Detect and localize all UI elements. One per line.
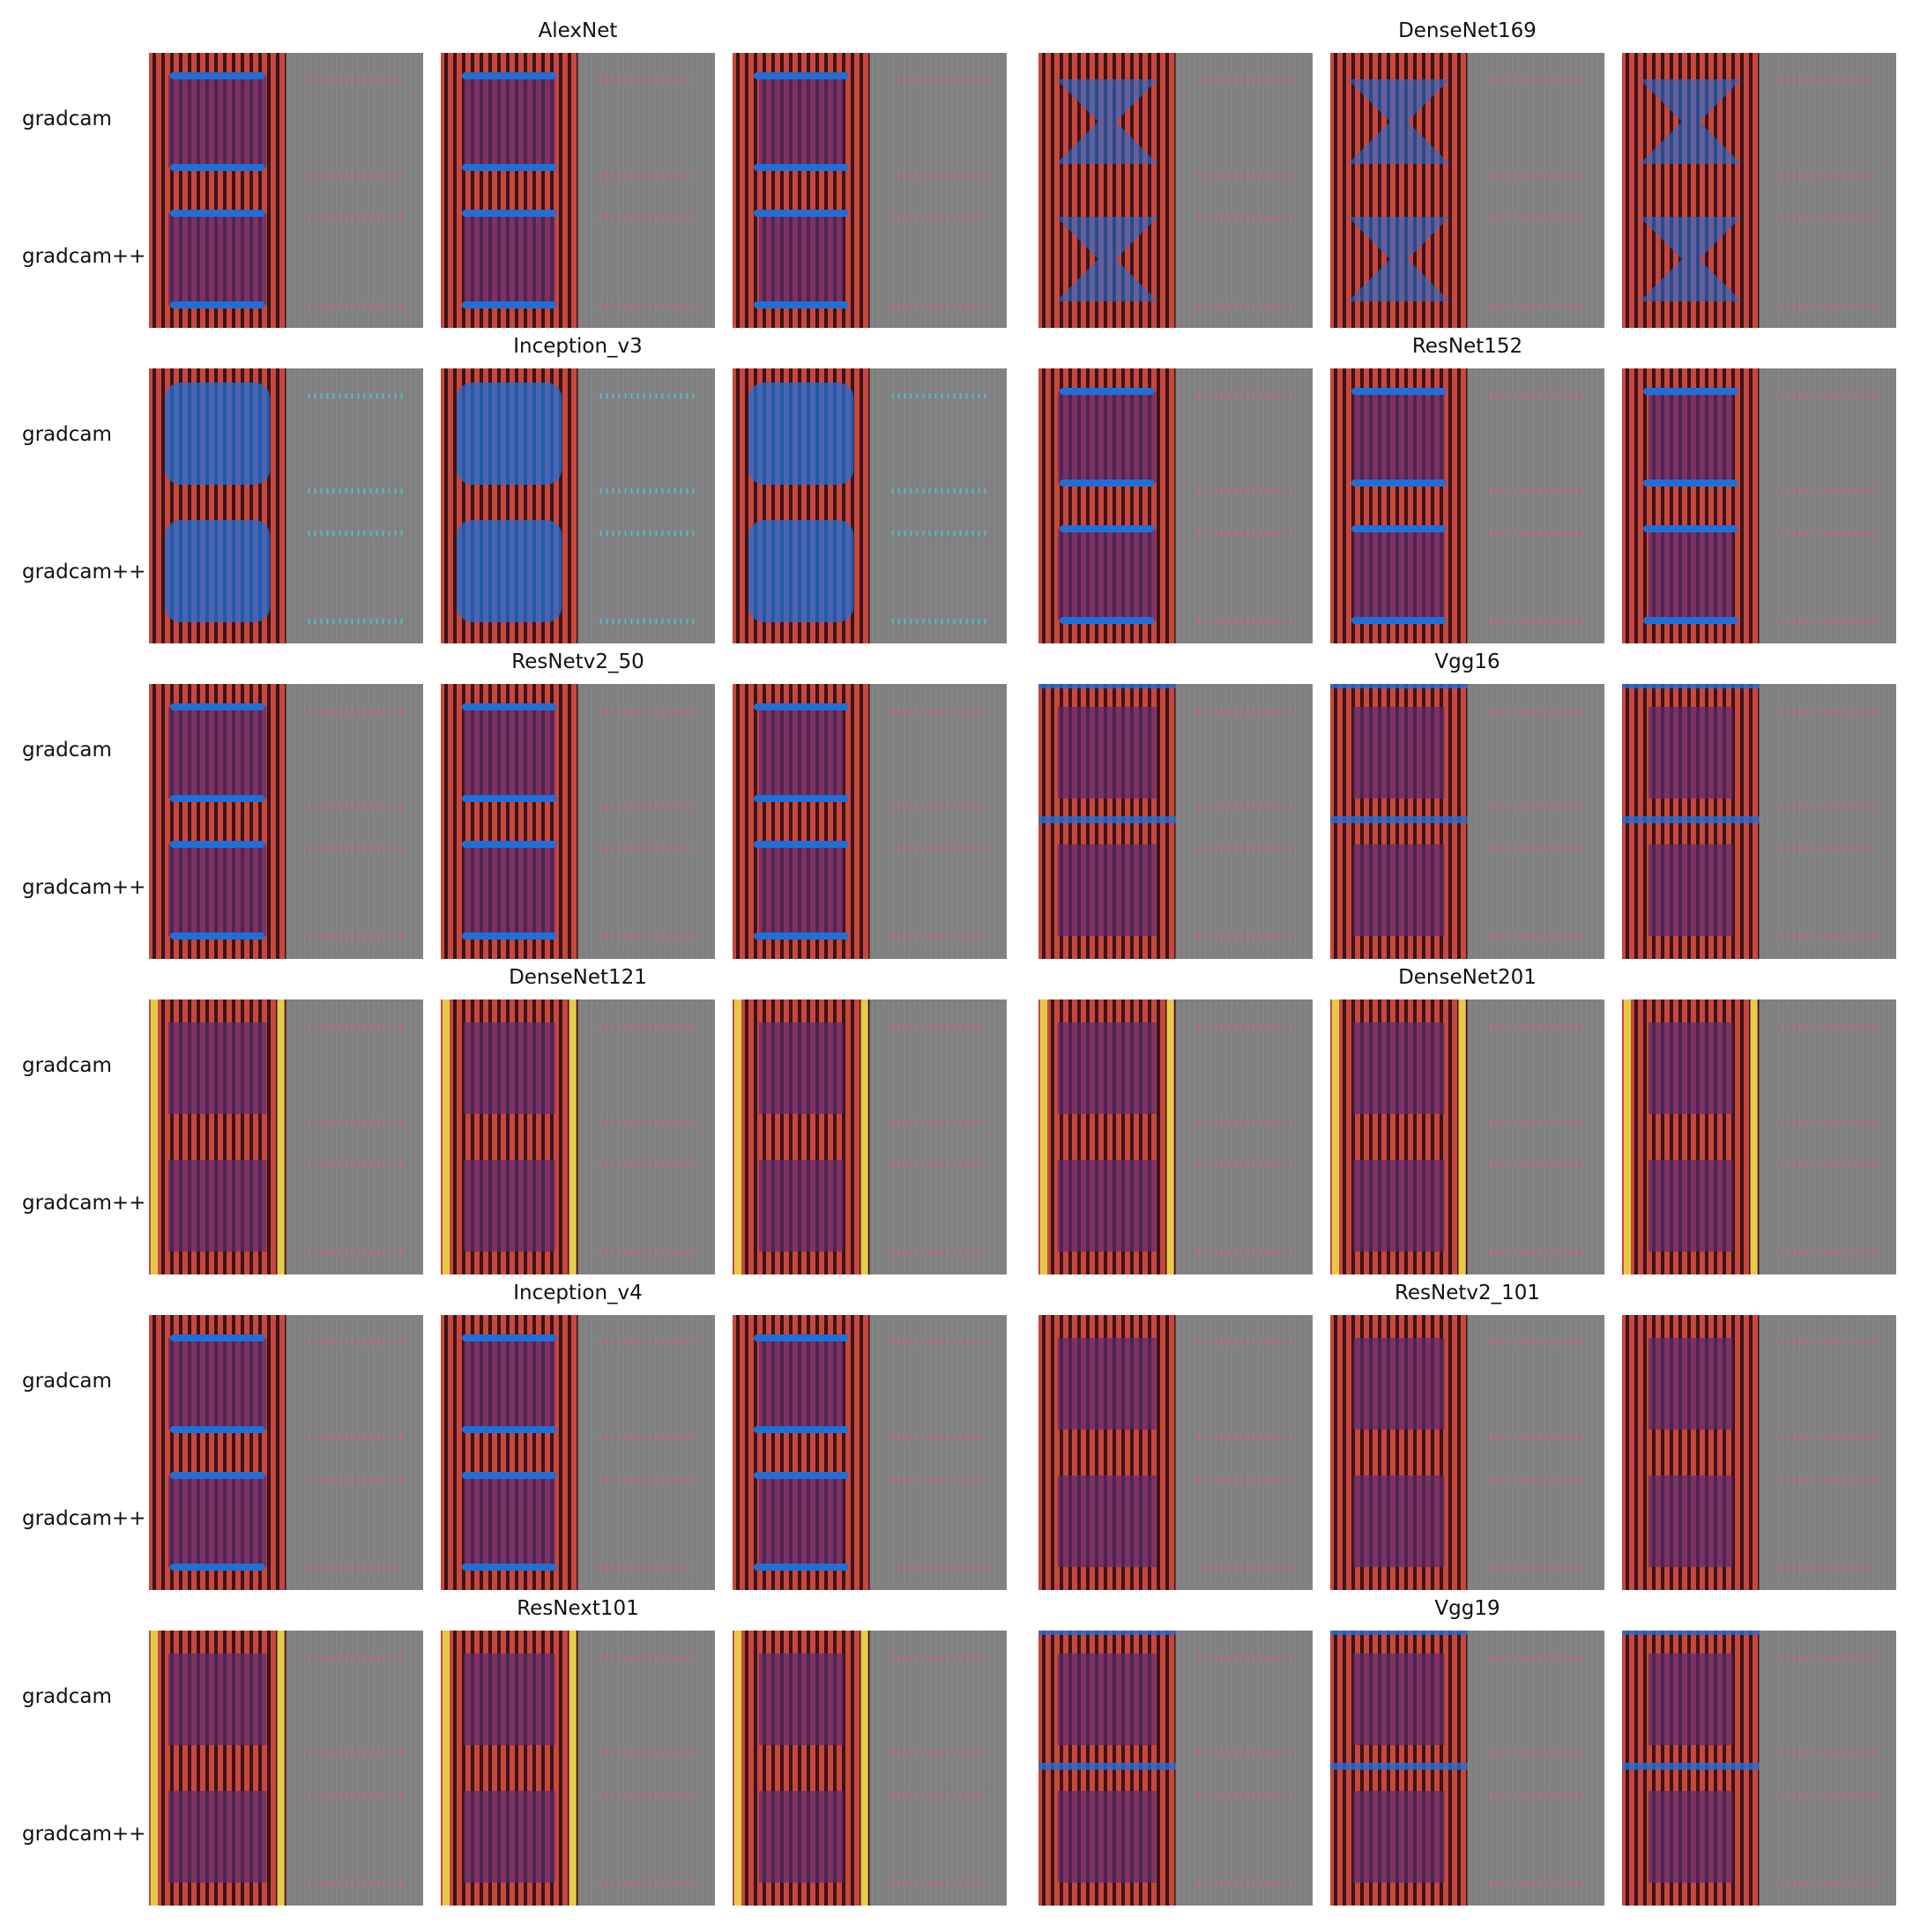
model-title: DenseNet201 [1398, 966, 1537, 989]
heatmap-image [1330, 1315, 1604, 1590]
heatmap-image [149, 53, 423, 328]
row-label-gradcam-plus-plus: gradcam++ [22, 1192, 146, 1215]
heatmap-graphic [1330, 1315, 1604, 1590]
heatmap-image [1038, 1315, 1313, 1590]
heatmap-graphic [1622, 1315, 1896, 1590]
heatmap-graphic [733, 1631, 1007, 1906]
model-title: AlexNet [538, 19, 618, 42]
heatmap-graphic [1038, 1315, 1313, 1590]
heatmap-graphic [441, 684, 715, 959]
heatmap-image [1038, 684, 1313, 959]
heatmap-graphic [149, 684, 423, 959]
heatmap-image [733, 1315, 1007, 1590]
model-title: ResNext101 [517, 1597, 639, 1620]
heatmap-image [441, 1631, 715, 1906]
heatmap-image [441, 684, 715, 959]
heatmap-graphic [1038, 684, 1313, 959]
heatmap-graphic [1330, 53, 1604, 328]
heatmap-graphic [1622, 684, 1896, 959]
heatmap-graphic [1622, 368, 1896, 643]
heatmap-image [733, 53, 1007, 328]
heatmap-image [733, 999, 1007, 1274]
heatmap-image [441, 53, 715, 328]
heatmap-image [733, 684, 1007, 959]
heatmap-graphic [441, 53, 715, 328]
heatmap-graphic [1330, 1631, 1604, 1906]
heatmap-image [1330, 684, 1604, 959]
heatmap-graphic [149, 1315, 423, 1590]
heatmap-graphic [441, 368, 715, 643]
heatmap-graphic [441, 1631, 715, 1906]
model-title: DenseNet121 [509, 966, 647, 989]
heatmap-image [1622, 999, 1896, 1274]
heatmap-image [1038, 368, 1313, 643]
row-label-gradcam-plus-plus: gradcam++ [22, 561, 146, 583]
heatmap-graphic [441, 1315, 715, 1590]
heatmap-graphic [1038, 1631, 1313, 1906]
heatmap-graphic [733, 1315, 1007, 1590]
heatmap-graphic [733, 684, 1007, 959]
heatmap-graphic [733, 368, 1007, 643]
heatmap-image [149, 999, 423, 1274]
heatmap-image [441, 1315, 715, 1590]
model-title: Vgg19 [1434, 1597, 1500, 1620]
row-label-gradcam: gradcam [22, 1054, 112, 1077]
heatmap-image [1622, 1315, 1896, 1590]
heatmap-graphic [1330, 368, 1604, 643]
heatmap-graphic [1330, 999, 1604, 1274]
row-label-gradcam: gradcam [22, 108, 112, 130]
heatmap-graphic [1038, 53, 1313, 328]
heatmap-image [441, 368, 715, 643]
heatmap-graphic [1622, 53, 1896, 328]
model-title: DenseNet169 [1398, 19, 1537, 42]
heatmap-image [1038, 53, 1313, 328]
heatmap-image [1330, 53, 1604, 328]
heatmap-graphic [1622, 1631, 1896, 1906]
model-title: Inception_v4 [513, 1282, 643, 1304]
model-title: ResNetv2_50 [511, 650, 644, 673]
heatmap-graphic [1622, 999, 1896, 1274]
heatmap-graphic [441, 999, 715, 1274]
model-title: Vgg16 [1434, 650, 1500, 673]
heatmap-graphic [149, 368, 423, 643]
heatmap-image [149, 368, 423, 643]
row-label-gradcam-plus-plus: gradcam++ [22, 245, 146, 268]
row-label-gradcam-plus-plus: gradcam++ [22, 1507, 146, 1530]
heatmap-image [733, 1631, 1007, 1906]
heatmap-image [1330, 999, 1604, 1274]
heatmap-graphic [1038, 999, 1313, 1274]
heatmap-graphic [1038, 368, 1313, 643]
heatmap-image [1622, 368, 1896, 643]
model-title: ResNetv2_101 [1394, 1282, 1541, 1304]
heatmap-image [1622, 1631, 1896, 1906]
heatmap-graphic [149, 999, 423, 1274]
heatmap-image [149, 684, 423, 959]
row-label-gradcam: gradcam [22, 1370, 112, 1393]
heatmap-image [149, 1631, 423, 1906]
model-title: Inception_v3 [513, 335, 643, 358]
heatmap-image [733, 368, 1007, 643]
heatmap-graphic [733, 53, 1007, 328]
heatmap-image [1622, 684, 1896, 959]
row-label-gradcam-plus-plus: gradcam++ [22, 876, 146, 899]
heatmap-image [1330, 368, 1604, 643]
heatmap-image [1622, 53, 1896, 328]
heatmap-image [441, 999, 715, 1274]
row-label-gradcam: gradcam [22, 739, 112, 762]
heatmap-image [149, 1315, 423, 1590]
heatmap-graphic [1330, 684, 1604, 959]
heatmap-graphic [149, 1631, 423, 1906]
heatmap-image [1038, 1631, 1313, 1906]
heatmap-graphic [149, 53, 423, 328]
row-label-gradcam: gradcam [22, 1685, 112, 1708]
row-label-gradcam-plus-plus: gradcam++ [22, 1823, 146, 1846]
heatmap-image [1330, 1631, 1604, 1906]
heatmap-graphic [733, 999, 1007, 1274]
row-label-gradcam: gradcam [22, 423, 112, 446]
heatmap-image [1038, 999, 1313, 1274]
model-title: ResNet152 [1411, 335, 1523, 358]
